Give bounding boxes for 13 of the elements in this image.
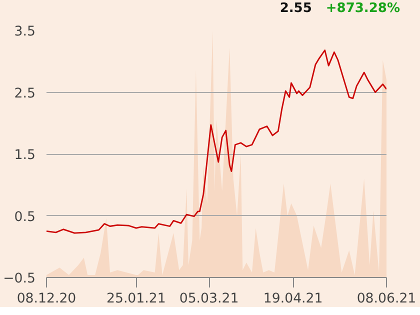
y-tick-label: 0.5 bbox=[14, 210, 36, 225]
x-tick-label: 08.12.20 bbox=[16, 292, 76, 306]
x-tick-label: 08.06.21 bbox=[356, 292, 416, 306]
line-series bbox=[46, 50, 386, 234]
text: 2.55 bbox=[280, 1, 312, 16]
x-tick-label: 19.04.21 bbox=[263, 292, 323, 306]
x-tick-label: 05.03.21 bbox=[179, 292, 239, 306]
y-tick-label: 3.5 bbox=[14, 24, 36, 40]
y-tick-label: 2.5 bbox=[14, 86, 36, 102]
y-tick-label: −0.5 bbox=[3, 272, 36, 286]
x-tick-label: 25.01.21 bbox=[106, 292, 166, 306]
y-tick-label: 1.5 bbox=[14, 148, 36, 163]
text: +873.28% bbox=[326, 1, 400, 16]
